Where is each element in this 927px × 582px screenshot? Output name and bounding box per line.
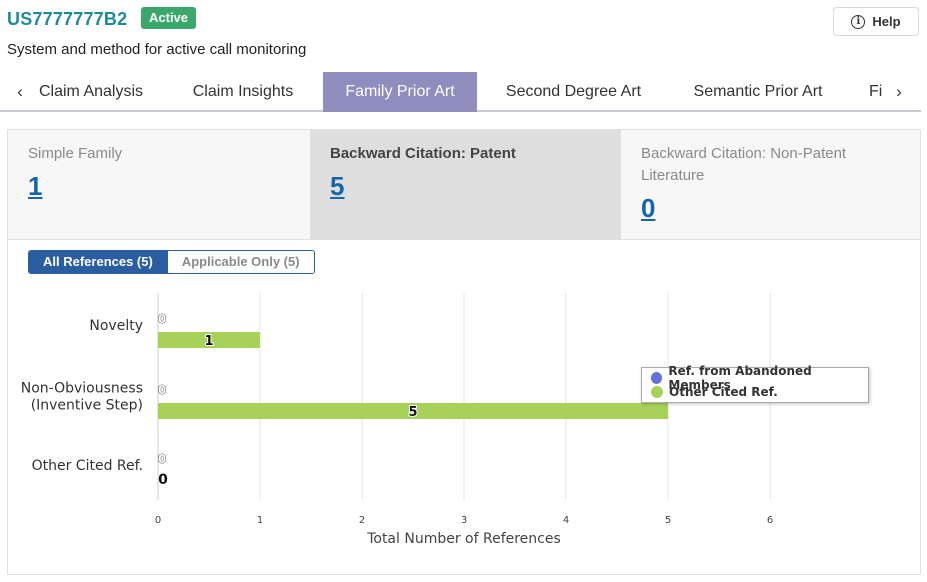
stat-value-link[interactable]: 5 — [330, 171, 345, 201]
stat-label: Simple Family — [28, 145, 123, 162]
patent-number: US7777777B2 — [7, 9, 128, 29]
status-badge: Active — [141, 7, 197, 29]
x-axis-title: Total Number of References — [366, 531, 561, 547]
stat-value-link[interactable]: 0 — [641, 193, 656, 223]
bar-other-cited[interactable] — [158, 403, 668, 419]
x-tick-label: 5 — [665, 515, 671, 526]
patent-header: US7777777B2 Active System and method for… — [0, 0, 927, 70]
data-label-abandoned: 0 — [158, 452, 166, 466]
stat-label: Backward Citation: Patent — [330, 145, 516, 162]
x-tick-label: 2 — [359, 515, 365, 526]
legend-label: Ref. from Abandoned Members — [668, 364, 812, 392]
all-references-button[interactable]: All References (5) — [29, 251, 167, 273]
x-tick-label: 0 — [155, 515, 161, 526]
x-tick-label: 4 — [563, 515, 569, 526]
data-label-abandoned: 0 — [158, 312, 166, 326]
category-label: (Inventive Step) — [31, 398, 143, 414]
x-tick-label: 1 — [257, 515, 263, 526]
applicable-only-button[interactable]: Applicable Only (5) — [166, 251, 314, 273]
info-icon: i — [851, 14, 866, 29]
legend-marker — [651, 386, 663, 398]
bar-other-cited[interactable] — [158, 332, 260, 348]
citation-stats: Simple Family 1 Backward Citation: Paten… — [8, 130, 920, 240]
tab-claim-analysis[interactable]: Claim Analysis — [38, 83, 144, 100]
stat-value-link[interactable]: 1 — [28, 171, 43, 201]
chevron-right-icon[interactable]: › — [896, 82, 902, 101]
tab-overflow[interactable]: Fi — [869, 83, 883, 100]
chevron-left-icon[interactable]: ‹ — [17, 82, 23, 101]
stat-simple-family[interactable]: Simple Family 1 — [8, 130, 310, 240]
legend-item-other[interactable]: Other Cited Ref. — [651, 385, 868, 399]
data-label-other-cited: 0 — [158, 472, 168, 488]
help-button[interactable]: i Help — [833, 7, 919, 36]
legend-marker — [651, 372, 663, 384]
stat-label: Backward Citation: Non-Patent Literature — [641, 145, 847, 184]
category-label: Other Cited Ref. — [32, 458, 143, 474]
data-label-other-cited: 1 — [204, 334, 213, 349]
tab-family-prior-art[interactable]: Family Prior Art — [323, 72, 477, 112]
tab-semantic-prior-art[interactable]: Semantic Prior Art — [693, 83, 823, 100]
tab-second-degree-art[interactable]: Second Degree Art — [505, 83, 642, 100]
legend-label: Other Cited Ref. — [669, 385, 778, 399]
x-tick-label: 6 — [767, 515, 773, 526]
patent-title: System and method for active call monito… — [7, 41, 307, 58]
legend-item-abandoned[interactable]: Ref. from Abandoned Members — [651, 364, 868, 392]
x-tick-label: 3 — [461, 515, 467, 526]
reference-filter-toggle: All References (5) Applicable Only (5) — [28, 250, 315, 274]
prior-art-panel: Simple Family 1 Backward Citation: Paten… — [7, 129, 921, 575]
stat-backward-citation-patent[interactable]: Backward Citation: Patent 5 — [310, 130, 621, 240]
category-label: Novelty — [89, 318, 143, 334]
chart-legend: Ref. from Abandoned Members Other Cited … — [641, 364, 869, 403]
tab-bar: ‹ Claim Analysis Claim Insights Family P… — [0, 72, 921, 112]
data-label-other-cited: 5 — [408, 405, 417, 420]
tab-claim-insights[interactable]: Claim Insights — [192, 83, 294, 100]
category-label: Non-Obviousness — [21, 381, 143, 397]
stat-backward-citation-npl[interactable]: Backward Citation: Non-Patent Literature… — [621, 130, 920, 240]
help-button-label: Help — [872, 14, 901, 29]
data-label-abandoned: 0 — [158, 383, 166, 397]
